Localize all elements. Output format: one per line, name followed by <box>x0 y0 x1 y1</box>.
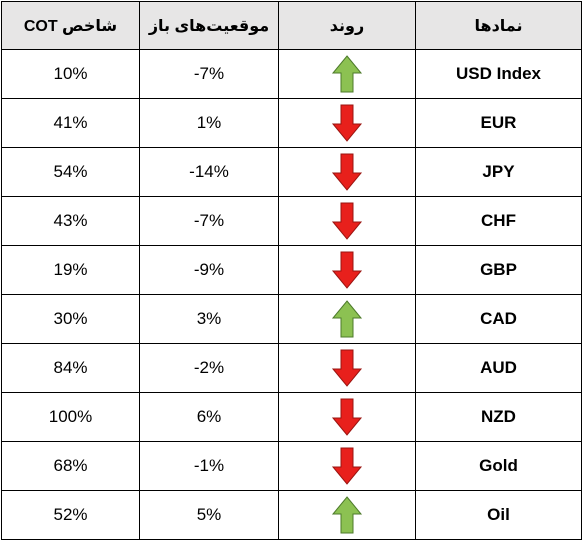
trend-cell <box>278 147 416 197</box>
symbol-cell: AUD <box>415 343 582 393</box>
table-body: 10% -7% USD Index 41% 1% EUR 54% -14% JPY 43% -7% C… <box>1 49 582 540</box>
up-arrow-icon <box>331 55 363 93</box>
open-positions-cell: -2% <box>139 343 279 393</box>
down-arrow-icon <box>331 251 363 289</box>
open-positions-cell: -7% <box>139 196 279 246</box>
symbol-cell: GBP <box>415 245 582 295</box>
header-open-positions: موقعیت‌های باز <box>139 1 279 50</box>
cot-index-cell: 30% <box>1 294 140 344</box>
trend-cell <box>278 49 416 99</box>
trend-cell <box>278 294 416 344</box>
table-row: 54% -14% JPY <box>1 147 582 197</box>
symbol-cell: NZD <box>415 392 582 442</box>
trend-cell <box>278 343 416 393</box>
down-arrow-icon <box>331 398 363 436</box>
open-positions-cell: 1% <box>139 98 279 148</box>
open-positions-cell: -1% <box>139 441 279 491</box>
table-row: 43% -7% CHF <box>1 196 582 246</box>
symbol-cell: JPY <box>415 147 582 197</box>
table-row: 100% 6% NZD <box>1 392 582 442</box>
header-trend: روند <box>278 1 416 50</box>
table-row: 19% -9% GBP <box>1 245 582 295</box>
down-arrow-icon <box>331 104 363 142</box>
open-positions-cell: -14% <box>139 147 279 197</box>
table-header: شاخص COT موقعیت‌های باز روند نمادها <box>1 1 582 50</box>
header-row: شاخص COT موقعیت‌های باز روند نمادها <box>1 1 582 50</box>
up-arrow-icon <box>331 300 363 338</box>
symbol-cell: Oil <box>415 490 582 540</box>
open-positions-cell: 5% <box>139 490 279 540</box>
cot-index-cell: 19% <box>1 245 140 295</box>
cot-index-cell: 68% <box>1 441 140 491</box>
open-positions-cell: -7% <box>139 49 279 99</box>
table-row: 41% 1% EUR <box>1 98 582 148</box>
cot-index-cell: 52% <box>1 490 140 540</box>
down-arrow-icon <box>331 447 363 485</box>
trend-cell <box>278 98 416 148</box>
symbol-cell: Gold <box>415 441 582 491</box>
cot-index-cell: 10% <box>1 49 140 99</box>
trend-cell <box>278 196 416 246</box>
cot-index-cell: 100% <box>1 392 140 442</box>
header-cot-index: شاخص COT <box>1 1 140 50</box>
cot-index-cell: 41% <box>1 98 140 148</box>
table-row: 84% -2% AUD <box>1 343 582 393</box>
symbol-cell: EUR <box>415 98 582 148</box>
cot-index-cell: 84% <box>1 343 140 393</box>
trend-cell <box>278 245 416 295</box>
table-row: 68% -1% Gold <box>1 441 582 491</box>
cot-index-cell: 43% <box>1 196 140 246</box>
open-positions-cell: -9% <box>139 245 279 295</box>
open-positions-cell: 6% <box>139 392 279 442</box>
symbol-cell: USD Index <box>415 49 582 99</box>
up-arrow-icon <box>331 496 363 534</box>
down-arrow-icon <box>331 153 363 191</box>
table-row: 52% 5% Oil <box>1 490 582 540</box>
cot-index-cell: 54% <box>1 147 140 197</box>
table-row: 30% 3% CAD <box>1 294 582 344</box>
symbol-cell: CHF <box>415 196 582 246</box>
trend-cell <box>278 392 416 442</box>
down-arrow-icon <box>331 202 363 240</box>
trend-cell <box>278 441 416 491</box>
down-arrow-icon <box>331 349 363 387</box>
trend-cell <box>278 490 416 540</box>
header-symbols: نمادها <box>415 1 582 50</box>
open-positions-cell: 3% <box>139 294 279 344</box>
table-row: 10% -7% USD Index <box>1 49 582 99</box>
symbol-cell: CAD <box>415 294 582 344</box>
